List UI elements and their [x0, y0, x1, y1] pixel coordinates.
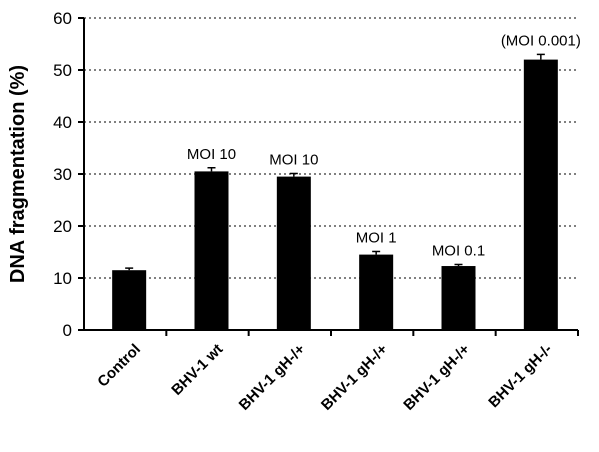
bar-annotation: MOI 10: [269, 151, 318, 168]
bar-annotations: MOI 10 MOI 10 MOI 1 MOI 0.1 (MOI 0.001): [187, 32, 581, 259]
y-axis-label: DNA fragmentation (%): [7, 65, 29, 283]
bar-annotation: (MOI 0.001): [501, 32, 581, 49]
y-tick-label: 40: [53, 113, 72, 132]
grid-lines: [84, 17, 578, 279]
bar-annotation: MOI 0.1: [432, 242, 485, 259]
y-tick-label: 60: [53, 9, 72, 28]
y-tick-label: 0: [63, 321, 72, 340]
y-ticks: 0 10 20 30 40 50 60: [53, 9, 84, 340]
bar: [276, 176, 311, 330]
x-tick-label: Control: [94, 341, 144, 391]
x-tick-label: BHV-1 gH-/+: [236, 341, 309, 414]
bar-annotation: MOI 10: [187, 146, 236, 163]
y-tick-label: 30: [53, 165, 72, 184]
y-tick-label: 20: [53, 217, 72, 236]
x-tick-label: BHV-1 gH-/-: [485, 341, 555, 411]
y-tick-label: 10: [53, 269, 72, 288]
x-tick-label: BHV-1 wt: [168, 341, 226, 399]
bar: [441, 266, 476, 330]
bar-annotation: MOI 1: [356, 229, 397, 246]
y-tick-label: 50: [53, 61, 72, 80]
x-tick-label: BHV-1 gH-/+: [400, 341, 473, 414]
bar: [359, 254, 394, 330]
bar: [112, 270, 147, 330]
bar: [523, 59, 558, 330]
x-tick-label: BHV-1 gH-/+: [318, 341, 391, 414]
x-tick-labels: Control BHV-1 wt BHV-1 gH-/+ BHV-1 gH-/+ BHV…: [94, 330, 579, 414]
bar: [194, 171, 229, 330]
bars: [112, 53, 558, 330]
